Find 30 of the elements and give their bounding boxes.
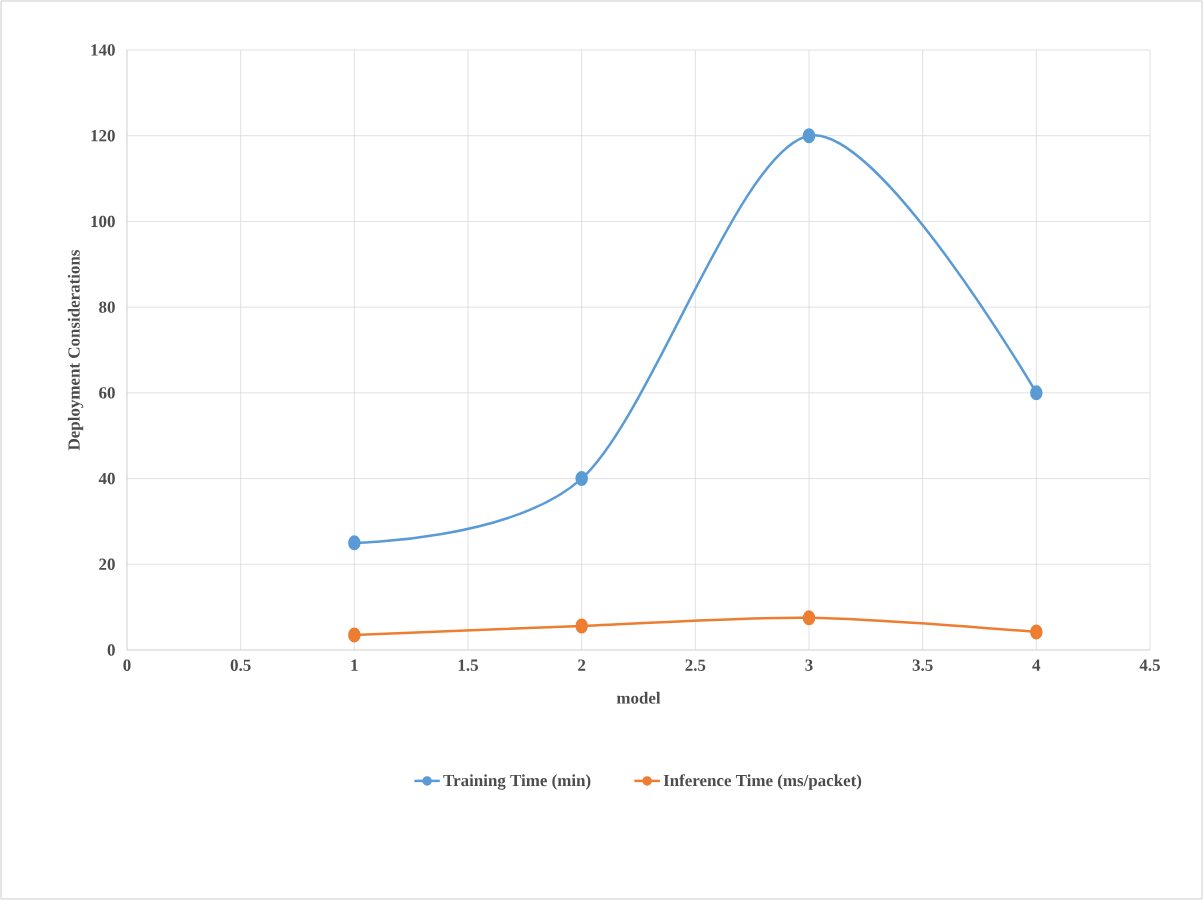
y-tick-label: 140: [91, 44, 115, 56]
point: [575, 471, 588, 487]
y-tick-label: 100: [91, 215, 115, 228]
x-tick-label: 1.5: [458, 659, 478, 671]
y-axis-title: Deployment Considerations: [67, 249, 84, 451]
y-tick-label: 20: [99, 558, 115, 570]
y-tick-label: 40: [98, 472, 115, 485]
point: [1030, 385, 1043, 401]
y-tick-label: 60: [99, 387, 115, 399]
y-tick-label: 0: [107, 644, 115, 656]
x-tick-label: 4: [1032, 659, 1041, 671]
x-tick-label: 1: [351, 659, 358, 671]
y-tick-label: 80: [99, 301, 115, 313]
point: [348, 535, 361, 551]
y-tick-label: 120: [91, 129, 115, 142]
x-tick-label: 0.5: [230, 659, 251, 672]
x-axis-title: model: [616, 691, 661, 704]
x-tick-label: 3.5: [912, 659, 933, 671]
x-tick-label: 2.5: [685, 659, 706, 671]
legend-label: Inference Time (ms/packet): [663, 774, 862, 790]
point: [1030, 624, 1043, 640]
point: [802, 610, 816, 626]
x-tick-label: 3: [805, 659, 813, 671]
point: [348, 627, 361, 643]
x-tick-label: 4.5: [1139, 659, 1160, 671]
x-tick-label: 0: [123, 659, 131, 671]
point: [802, 128, 816, 144]
x-tick-label: 2: [578, 659, 586, 671]
legend-label: Training Time (min): [443, 774, 591, 790]
point: [575, 618, 588, 634]
